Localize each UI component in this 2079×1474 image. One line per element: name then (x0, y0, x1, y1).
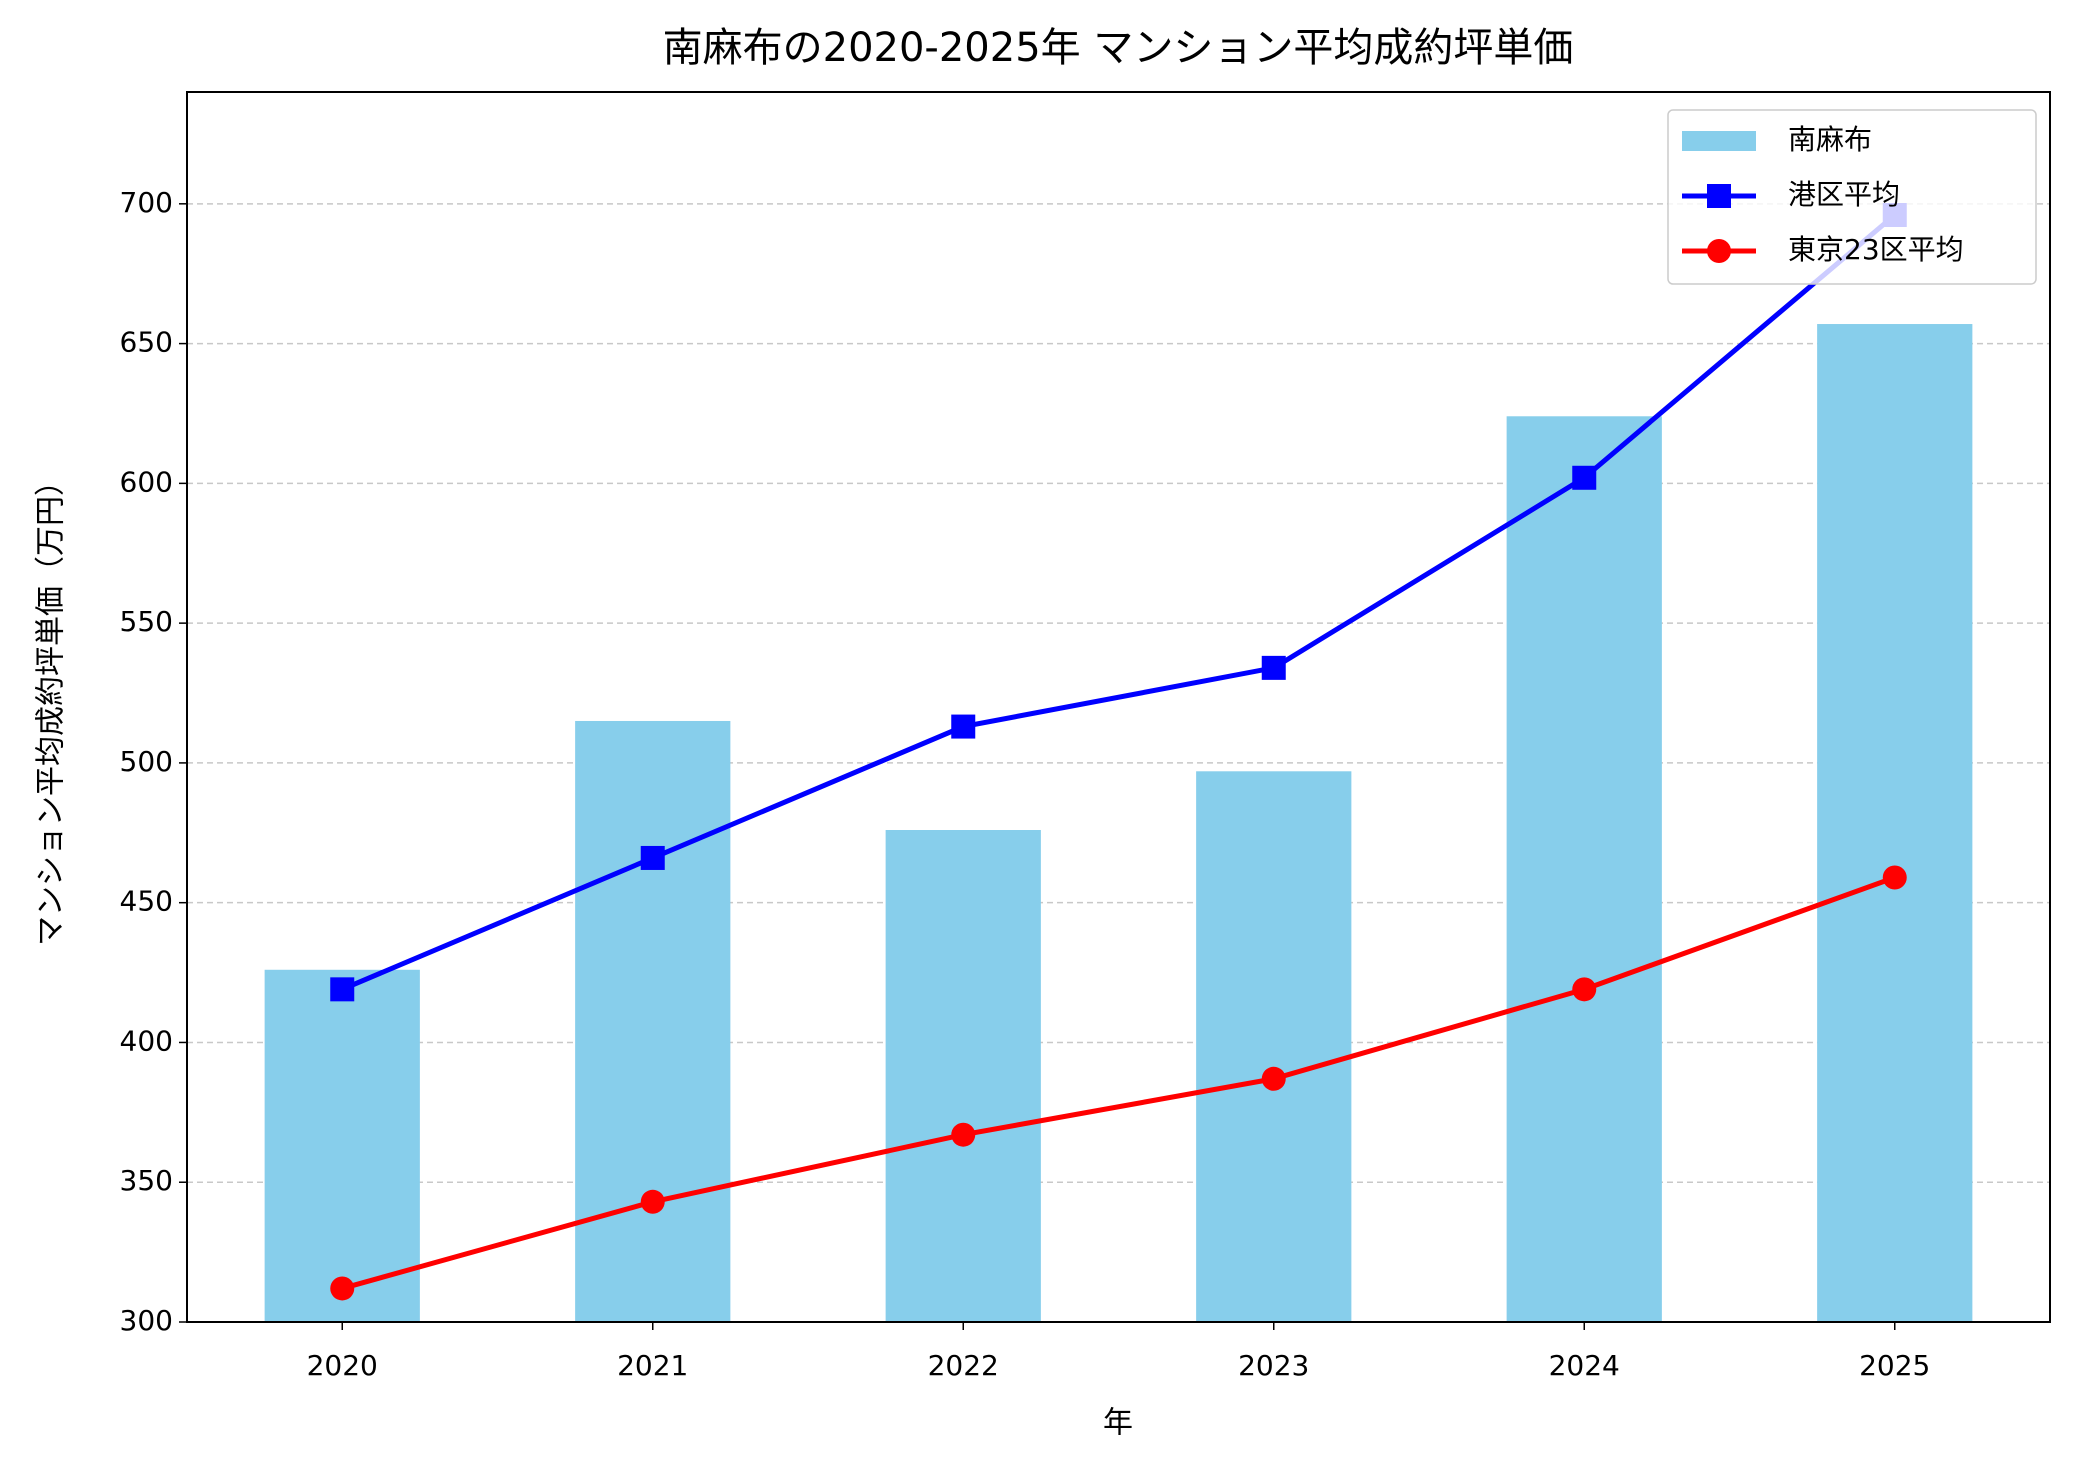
y-tick-label: 350 (120, 1164, 173, 1197)
marker (951, 1122, 976, 1147)
y-tick-label: 400 (120, 1024, 173, 1057)
y-tick-label: 600 (120, 465, 173, 498)
marker (640, 845, 665, 870)
x-tick-label: 2024 (1549, 1349, 1620, 1382)
y-tick-label: 650 (120, 326, 173, 359)
bar (264, 969, 420, 1322)
x-tick-label: 2023 (1238, 1349, 1309, 1382)
marker (951, 714, 976, 739)
x-tick-label: 2025 (1859, 1349, 1930, 1382)
legend-box (1667, 109, 2037, 285)
marker (1572, 977, 1597, 1002)
y-tick-label: 550 (120, 605, 173, 638)
legend-swatch (1682, 131, 1756, 151)
x-tick-label: 2022 (928, 1349, 999, 1382)
bar (885, 830, 1041, 1322)
legend-marker (1707, 239, 1731, 263)
chart-title: 南麻布の2020-2025年 マンション平均成約坪単価 (663, 25, 1574, 71)
bar (1196, 771, 1352, 1322)
y-tick-label: 450 (120, 885, 173, 918)
line (341, 875, 1896, 1291)
marker (640, 1189, 665, 1214)
marker (1572, 465, 1597, 490)
plot-frame (186, 91, 2051, 1323)
y-axis-label: マンション平均成約坪単価（万円） (34, 466, 69, 946)
marker (1882, 865, 1907, 890)
marker (330, 1276, 355, 1301)
x-tick-label: 2021 (617, 1349, 688, 1382)
legend-label: 港区平均 (1788, 178, 1900, 211)
marker (330, 977, 355, 1002)
bar (575, 720, 731, 1322)
y-tick-label: 500 (120, 745, 173, 778)
line (341, 213, 1897, 992)
y-tick-label: 700 (120, 186, 173, 219)
x-axis-label: 年 (1103, 1406, 1133, 1441)
bar (1506, 416, 1662, 1323)
x-tick-label: 2020 (307, 1349, 378, 1382)
legend-label: 南麻布 (1788, 123, 1872, 156)
legend-label: 東京23区平均 (1788, 233, 1964, 266)
marker (1261, 655, 1286, 680)
y-tick-label: 300 (120, 1304, 173, 1337)
marker (1261, 1066, 1286, 1091)
bar (1817, 324, 1973, 1323)
legend-marker (1707, 184, 1731, 208)
